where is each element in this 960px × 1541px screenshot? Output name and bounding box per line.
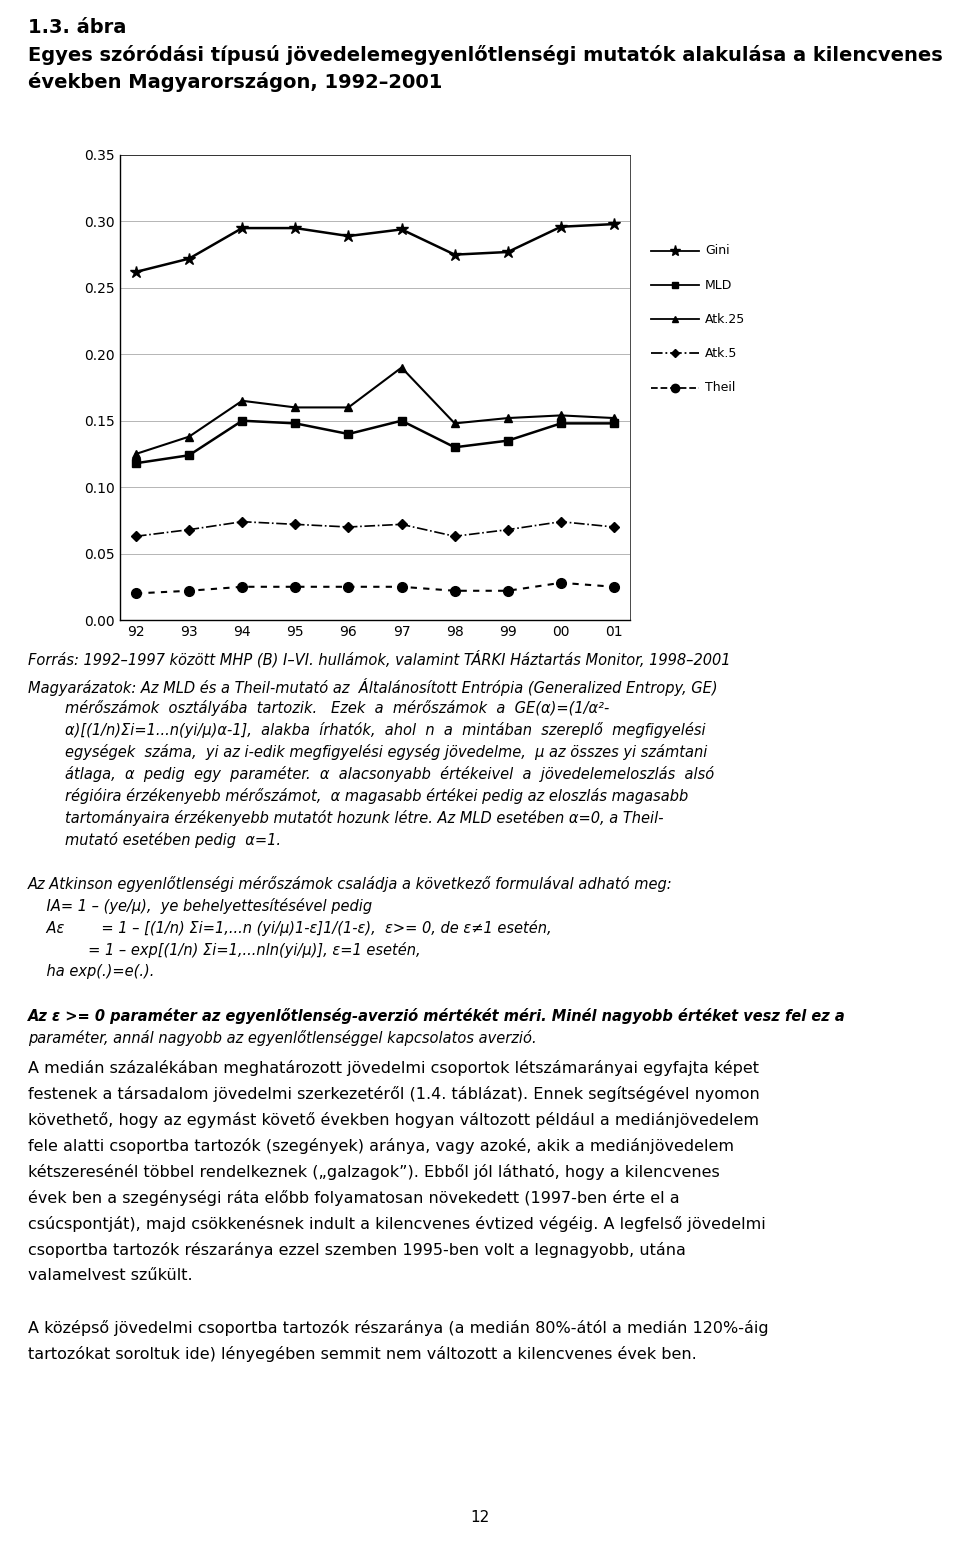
Text: Az ε >= 0 paraméter az egyenlőtlenség-averzió mértékét méri. Minél nagyobb érték: Az ε >= 0 paraméter az egyenlőtlenség-av… [28,1008,846,1025]
Text: régióira érzékenyebb mérőszámot,  α magasabb értékei pedig az eloszlás magasabb: régióira érzékenyebb mérőszámot, α magas… [28,787,688,804]
Text: mutató esetében pedig  α=1.: mutató esetében pedig α=1. [28,832,281,848]
Text: α)[(1/n)Σi=1...n(yi/μ)α-1],  alakba  írhatók,  ahol  n  a  mintában  szereplő  m: α)[(1/n)Σi=1...n(yi/μ)α-1], alakba írhat… [28,723,706,738]
Text: tartományaira érzékenyebb mutatót hozunk létre. Az MLD esetében α=0, a Theil-: tartományaira érzékenyebb mutatót hozunk… [28,811,663,826]
Text: tartozókat soroltuk ide) lényegében semmit nem változott a kilencvenes évek ben.: tartozókat soroltuk ide) lényegében semm… [28,1345,697,1362]
Text: Gini: Gini [705,245,730,257]
Text: 1.3. ábra: 1.3. ábra [28,18,127,37]
Text: ha exp(.)=e(.).: ha exp(.)=e(.). [28,965,155,979]
Text: Magyarázatok: Az MLD és a Theil-mutató az  Általánosított Entrópia (Generalized : Magyarázatok: Az MLD és a Theil-mutató a… [28,678,718,697]
Text: követhető, hogy az egymást követő években hogyan változott például a mediánjöved: követhető, hogy az egymást követő évekbe… [28,1113,759,1128]
Text: évek ben a szegénységi ráta előbb folyamatosan növekedett (1997-ben érte el a: évek ben a szegénységi ráta előbb folyam… [28,1190,680,1207]
Text: Forrás: 1992–1997 között MHP (B) I–VI. hullámok, valamint TÁRKI Háztartás Monito: Forrás: 1992–1997 között MHP (B) I–VI. h… [28,650,731,667]
Text: A medián százalékában meghatározott jövedelmi csoportok létszámarányai egyfajta : A medián százalékában meghatározott jöve… [28,1060,759,1076]
Text: egységek  száma,  yi az i-edik megfigyelési egység jövedelme,  μ az összes yi sz: egységek száma, yi az i-edik megfigyelés… [28,744,708,760]
Text: MLD: MLD [705,279,732,291]
Text: átlaga,  α  pedig  egy  paraméter.  α  alacsonyabb  értékeivel  a  jövedelemelos: átlaga, α pedig egy paraméter. α alacson… [28,766,714,781]
Text: csoportba tartozók részaránya ezzel szemben 1995-ben volt a legnagyobb, utána: csoportba tartozók részaránya ezzel szem… [28,1242,685,1257]
Text: = 1 – exp[(1/n) Σi=1,...nln(yi/μ)], ε=1 esetén,: = 1 – exp[(1/n) Σi=1,...nln(yi/μ)], ε=1 … [28,942,420,959]
Text: Egyes szóródási típusú jövedelemegyenlőtlenségi mutatók alakulása a kilencvenes: Egyes szóródási típusú jövedelemegyenlőt… [28,45,943,65]
Text: 12: 12 [470,1510,490,1526]
Text: Az Atkinson egyenlőtlenségi mérőszámok családja a következő formulával adható me: Az Atkinson egyenlőtlenségi mérőszámok c… [28,875,673,892]
Text: IA= 1 – (ye/μ),  ye behelyettesítésével pedig: IA= 1 – (ye/μ), ye behelyettesítésével p… [28,898,372,914]
Text: paraméter, annál nagyobb az egyenlőtlenséggel kapcsolatos averzió.: paraméter, annál nagyobb az egyenlőtlens… [28,1029,537,1046]
Text: Aε        = 1 – [(1/n) Σi=1,...n (yi/μ)1-ε]1/(1-ε),  ε>= 0, de ε≠1 esetén,: Aε = 1 – [(1/n) Σi=1,...n (yi/μ)1-ε]1/(1… [28,920,552,935]
Text: valamelvest szűkült.: valamelvest szűkült. [28,1268,193,1284]
Text: években Magyarországon, 1992–2001: években Magyarországon, 1992–2001 [28,72,443,92]
Text: mérőszámok  osztályába  tartozik.   Ezek  a  mérőszámok  a  GE(α)=(1/α²-: mérőszámok osztályába tartozik. Ezek a m… [28,700,610,717]
Text: Atk.25: Atk.25 [705,313,745,325]
Text: Atk.5: Atk.5 [705,347,737,361]
Text: kétszeresénél többel rendelkeznek („galzagok”). Ebből jól látható, hogy a kilenc: kétszeresénél többel rendelkeznek („galz… [28,1163,720,1180]
Text: A középső jövedelmi csoportba tartozók részaránya (a medián 80%-ától a medián 12: A középső jövedelmi csoportba tartozók r… [28,1321,769,1336]
Text: festenek a társadalom jövedelmi szerkezetéről (1.4. táblázat). Ennek segítségéve: festenek a társadalom jövedelmi szerkeze… [28,1086,759,1102]
Text: fele alatti csoportba tartozók (szegények) aránya, vagy azoké, akik a mediánjöve: fele alatti csoportba tartozók (szegénye… [28,1137,734,1154]
Text: csúcspontját), majd csökkenésnek indult a kilencvenes évtized végéig. A legfelső: csúcspontját), majd csökkenésnek indult … [28,1216,766,1231]
Text: Theil: Theil [705,381,735,394]
